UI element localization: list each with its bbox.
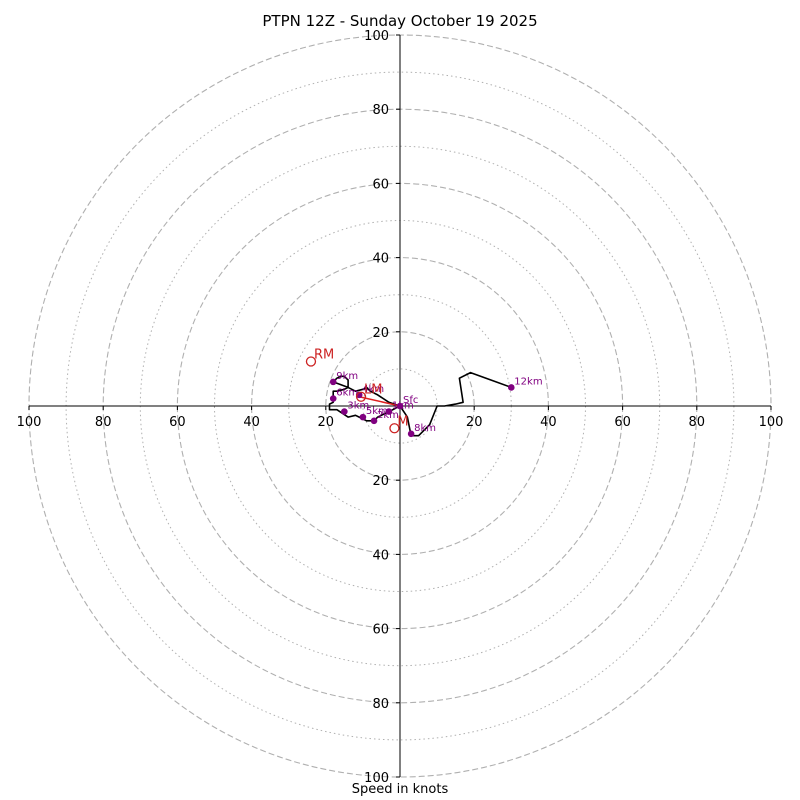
x-tick-label: 100 <box>759 415 784 430</box>
height-label-8km: 8km <box>414 423 436 434</box>
y-tick-label: 60 <box>372 623 389 638</box>
y-tick-label: 40 <box>372 548 389 563</box>
height-label-3km: 3km <box>347 401 369 412</box>
y-tick-label: 40 <box>372 252 389 267</box>
storm-label-LM: LM <box>364 383 382 398</box>
x-tick-label: 20 <box>466 415 483 430</box>
height-label-6km: 6km <box>336 388 358 399</box>
height-label-5km: 5km <box>366 406 388 417</box>
x-tick-label: 60 <box>169 415 186 430</box>
x-tick-label: 60 <box>614 415 631 430</box>
height-point-12km <box>508 384 515 391</box>
x-tick-label: 40 <box>540 415 557 430</box>
height-point-8km <box>407 430 415 438</box>
y-tick-label: 100 <box>364 771 389 786</box>
storm-marker-M <box>389 423 400 434</box>
storm-motion-group: RM LM M <box>305 347 409 434</box>
height-point-6km <box>329 395 337 402</box>
x-tick-label: 100 <box>17 415 42 430</box>
height-point-Sfc <box>396 402 404 410</box>
shear-vector <box>359 395 401 407</box>
x-tick-label: 80 <box>689 415 706 430</box>
storm-marker-LM <box>355 391 367 402</box>
tick-labels: 100 80 60 40 20 20 40 60 80 100 100 80 60 40 20 20 40 60 8… <box>17 29 784 786</box>
x-tick-label: 20 <box>318 415 335 430</box>
height-label-Sfc: Sfc <box>403 395 418 406</box>
height-label-4km: 4km <box>362 384 384 395</box>
height-point-1km <box>385 408 393 415</box>
height-point-5km <box>359 413 367 421</box>
storm-label-RM: RM <box>314 347 334 362</box>
height-label-2km: 2km <box>377 410 399 421</box>
y-tick-label: 80 <box>372 697 389 712</box>
y-tick-label: 20 <box>372 326 389 341</box>
height-point-3km <box>341 408 348 415</box>
y-tick-label: 100 <box>364 29 389 44</box>
height-point-2km <box>370 417 378 425</box>
y-tick-label: 80 <box>372 103 389 118</box>
y-tick-label: 20 <box>372 474 389 489</box>
chart-title: PTPN 12Z - Sunday October 19 2025 <box>262 12 538 30</box>
storm-label-M: M <box>397 414 408 429</box>
y-tick-label: 60 <box>372 177 389 192</box>
x-axis-label: Speed in knots <box>351 782 449 797</box>
x-tick-label: 80 <box>95 415 112 430</box>
height-point-9km <box>329 378 337 386</box>
storm-marker-RM <box>305 356 317 367</box>
height-label-1km: 1km <box>392 401 414 412</box>
height-label-12km: 12km <box>514 376 542 387</box>
x-tick-label: 40 <box>243 415 260 430</box>
height-label-9km: 9km <box>336 371 358 382</box>
